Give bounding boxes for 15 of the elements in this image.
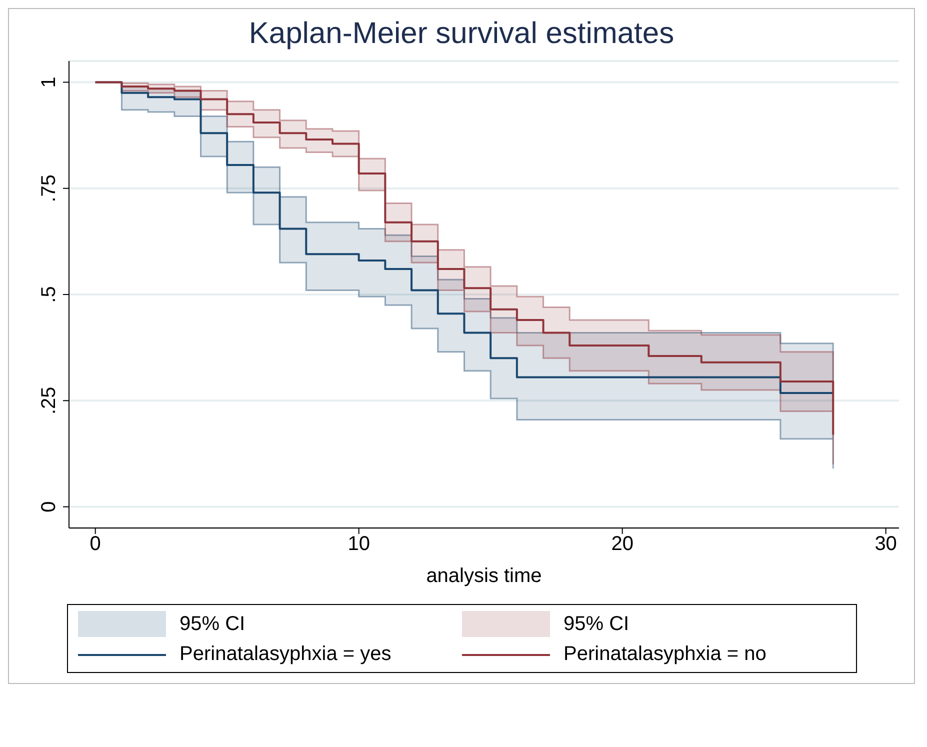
x-axis-title: analysis time xyxy=(426,565,542,587)
y-tick-label: 0 xyxy=(38,501,60,512)
x-tick-label: 0 xyxy=(90,533,101,556)
y-tick-label: .5 xyxy=(38,286,60,303)
y-tick-label: .75 xyxy=(38,174,60,202)
legend-label: Perinatalasyphxia = no xyxy=(564,643,766,666)
x-tick-label: 20 xyxy=(611,533,634,556)
chart-title: Kaplan-Meier survival estimates xyxy=(248,17,676,51)
x-tick-label: 10 xyxy=(348,533,370,556)
y-tick-label: 1 xyxy=(38,76,60,88)
text: 95% CI xyxy=(180,612,246,636)
x-tick-label: 30 xyxy=(874,533,897,556)
legend-label: Perinatalasyphxia = yes xyxy=(180,643,392,666)
y-tick-label: .25 xyxy=(38,386,60,415)
text: 95% CI xyxy=(564,612,630,636)
